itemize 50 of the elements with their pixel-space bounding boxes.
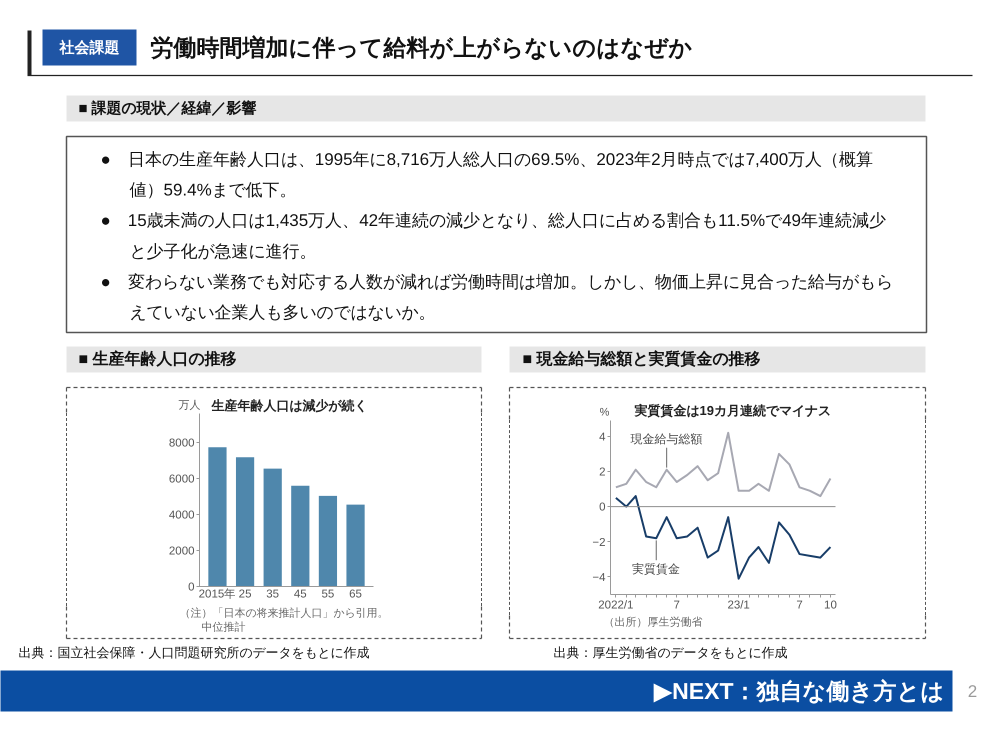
text: 労働時間増加に伴って給料が上がらないのはなぜか xyxy=(150,34,692,60)
bar xyxy=(236,457,254,586)
x-tick-label: 65 xyxy=(349,588,362,600)
y-tick-label: 0 xyxy=(188,582,195,594)
text: ▶NEXT：独自な働き方とは xyxy=(653,678,945,704)
chart-subtitle: 実質賃金は19カ月連続でマイナス xyxy=(634,403,831,418)
text: ● 15歳未満の人口は1,435万人、42年連続の減少となり、総人口に占める割合も11.5%で49年連続減少と少子化が急速に進行。 xyxy=(100,211,886,261)
y-tick-label: 4000 xyxy=(168,509,195,522)
y-tick-label: 2000 xyxy=(168,545,195,558)
source-note: 出典：国立社会保障・人口問題研究所のデータをもとに作成 xyxy=(18,645,370,660)
x-tick-label: 55 xyxy=(322,588,334,600)
bar xyxy=(318,496,338,586)
x-tick-label: 2015年 xyxy=(198,588,236,600)
y-axis-title: 万人 xyxy=(178,400,200,412)
line-series xyxy=(614,495,832,580)
text: （注）「日本の将来推計人口」から引用。 xyxy=(180,606,388,620)
series-label: 現金給与総額 xyxy=(630,432,703,446)
chart-subtitle: 生産年齢人口は減少が続く xyxy=(210,398,368,413)
text: ■ 課題の現状／経緯／影響 xyxy=(78,100,257,117)
chart-title: ■ 現金給与総額と実質賃金の推移 xyxy=(522,349,761,368)
x-tick-label: 7 xyxy=(796,600,803,612)
y-tick-label: 8000 xyxy=(168,437,195,450)
x-tick-label: 7 xyxy=(674,600,680,612)
bar xyxy=(264,468,282,586)
y-tick-label: −2 xyxy=(592,536,606,549)
text: 2 xyxy=(968,682,978,701)
line-series xyxy=(614,432,832,498)
x-tick-label: 25 xyxy=(238,588,252,600)
y-tick-label: 2 xyxy=(599,466,606,478)
text: ● 変わらない業務でも対応する人数が減れば労働時間は増加。しかし、物価上昇に見合った給与がもらえていない企業人も多いのではないか。 xyxy=(100,272,893,322)
x-tick-label: 45 xyxy=(294,588,307,600)
source-note: 出典：厚生労働省のデータをもとに作成 xyxy=(554,645,788,660)
text: 中位推計 xyxy=(202,620,246,634)
y-tick-label: 0 xyxy=(599,502,606,514)
bar xyxy=(208,447,227,586)
y-tick-label: 6000 xyxy=(168,473,195,486)
x-tick-label: 23/1 xyxy=(727,600,750,612)
bar xyxy=(291,486,310,586)
text: ● 日本の生産年齢人口は、1995年に8,716万人総人口の69.5%、2023年2月時点では7,400万人（概算値）59.4%まで低下。 xyxy=(100,150,874,200)
y-tick-label: −4 xyxy=(592,572,606,584)
y-axis-title: % xyxy=(600,406,610,418)
text: （出所）厚生労働省 xyxy=(604,616,702,628)
text: 社会課題 xyxy=(58,40,120,56)
x-tick-label: 2022/1 xyxy=(598,600,634,612)
chart-title: ■ 生産年齢人口の推移 xyxy=(78,349,237,368)
x-tick-label: 10 xyxy=(824,600,837,612)
text: 実質賃金 xyxy=(632,562,680,576)
bar xyxy=(346,504,365,586)
y-tick-label: 4 xyxy=(599,431,606,444)
x-tick-label: 35 xyxy=(266,588,280,600)
